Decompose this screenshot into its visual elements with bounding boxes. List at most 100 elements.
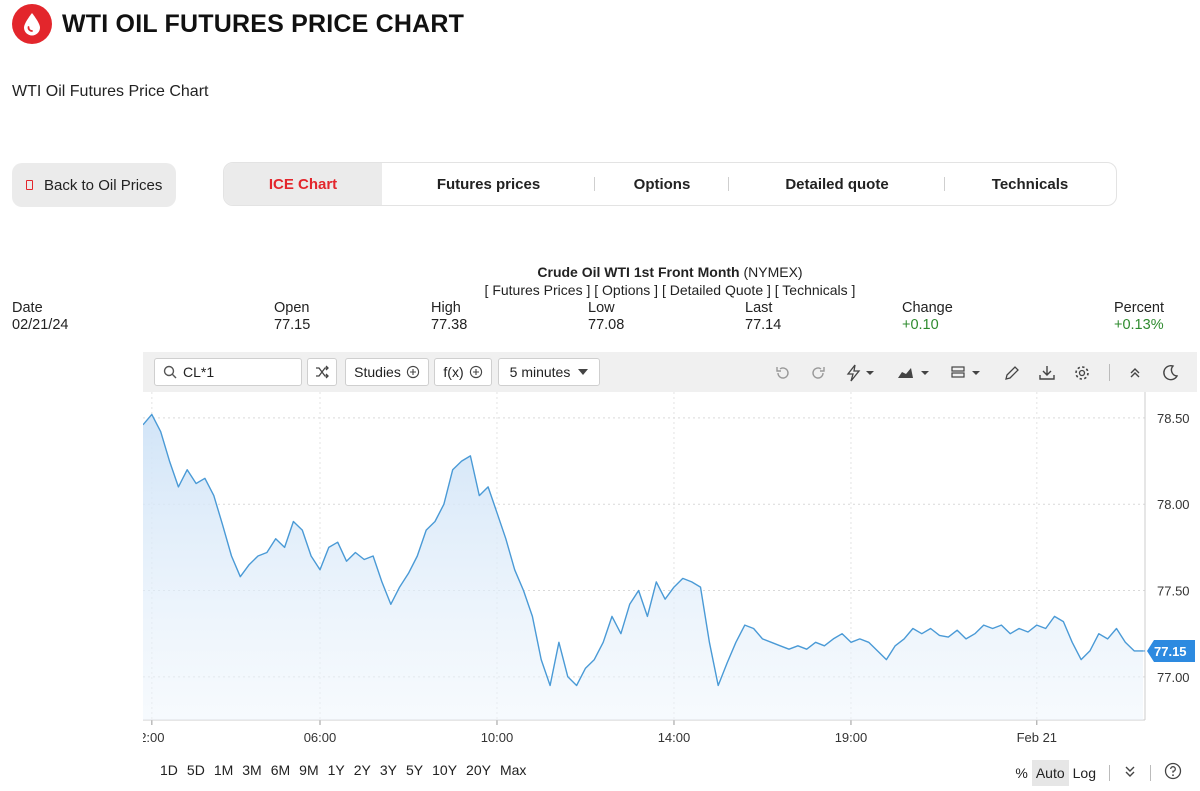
download-icon[interactable] [1036, 362, 1058, 384]
x-tick-label: 19:00 [835, 730, 868, 744]
quote-open: Open 77.15 [274, 300, 310, 334]
interval-select[interactable]: 5 minutes [498, 358, 600, 386]
tab-label: Detailed quote [785, 175, 889, 193]
undo-icon[interactable] [772, 362, 794, 384]
search-icon [163, 365, 177, 379]
quote-percent-value: +0.13% [1114, 317, 1164, 333]
range-20y[interactable]: 20Y [466, 762, 491, 778]
price-area [143, 414, 1143, 720]
tab-options[interactable]: Options [595, 163, 729, 205]
range-5y[interactable]: 5Y [406, 762, 424, 778]
quote-date: Date 02/21/24 [12, 300, 68, 334]
range-6m[interactable]: 6M [270, 762, 291, 778]
chevron-down-icon [578, 369, 589, 375]
instrument-title: Crude Oil WTI 1st Front Month (NYMEX) [0, 264, 1200, 280]
range-max[interactable]: Max [499, 762, 527, 778]
shuffle-icon [316, 365, 329, 379]
studies-label: Studies [354, 364, 401, 380]
lightning-icon[interactable] [843, 362, 879, 384]
plus-circle-icon [406, 365, 419, 379]
tab-detailed-quote[interactable]: Detailed quote [729, 163, 945, 205]
help-icon[interactable] [1160, 757, 1186, 788]
range-1m[interactable]: 1M [213, 762, 234, 778]
quote-change-value: +0.10 [902, 317, 939, 333]
scale-options: % Auto Log [1011, 757, 1186, 788]
quote-low-value: 77.08 [588, 317, 625, 333]
quote-open-value: 77.15 [274, 317, 311, 333]
range-10y[interactable]: 10Y [432, 762, 458, 778]
chart-container: Studies f(x) 5 minutes [143, 352, 1197, 744]
y-tick-label: 77.50 [1157, 584, 1190, 599]
plus-circle-icon [469, 365, 482, 379]
quote-low-label: Low [588, 300, 615, 316]
quote-last-value: 77.14 [745, 317, 782, 333]
pencil-icon[interactable] [1001, 362, 1023, 384]
studies-button[interactable]: Studies [345, 358, 429, 386]
x-tick-label: 10:00 [481, 730, 514, 744]
tab-label: Options [633, 175, 691, 193]
tab-label: Technicals [991, 175, 1069, 193]
tab-futures-prices[interactable]: Futures prices [382, 163, 595, 205]
quote-open-label: Open [274, 300, 310, 316]
symbol-input[interactable] [183, 364, 293, 380]
quote-high: High 77.38 [431, 300, 467, 334]
range-3m[interactable]: 3M [242, 762, 262, 778]
quote-date-label: Date [12, 300, 43, 316]
quote-last: Last 77.14 [745, 300, 781, 334]
scale-percent-button[interactable]: % [1015, 764, 1028, 781]
quote-links[interactable]: [ Futures Prices ] [ Options ] [ Detaile… [484, 282, 856, 298]
quote-low: Low 77.08 [588, 300, 624, 334]
range-5d[interactable]: 5D [186, 762, 205, 778]
range-3y[interactable]: 3Y [379, 762, 397, 778]
oil-drop-logo-icon [12, 4, 52, 44]
quote-date-value: 02/21/24 [12, 317, 69, 333]
range-2y[interactable]: 2Y [353, 762, 371, 778]
range-1d[interactable]: 1D [160, 762, 178, 778]
back-button-label: Back to Oil Prices [44, 176, 163, 194]
x-tick-label: 2:00 [143, 730, 165, 744]
symbol-search[interactable] [154, 358, 302, 386]
scale-divider [1150, 764, 1151, 781]
x-tick-label: 06:00 [304, 730, 337, 744]
page-header: WTI OIL FUTURES PRICE CHART [12, 4, 464, 44]
redo-icon[interactable] [807, 362, 829, 384]
quote-last-label: Last [745, 300, 773, 316]
instrument-name: Crude Oil WTI 1st Front Month [537, 264, 740, 280]
compare-button[interactable] [307, 358, 337, 386]
chart-toolbar: Studies f(x) 5 minutes [143, 352, 1197, 392]
back-icon [26, 180, 33, 190]
y-tick-label: 77.00 [1157, 670, 1190, 685]
y-tick-label: 78.00 [1157, 497, 1190, 512]
quote-percent-label: Percent [1114, 300, 1164, 316]
tab-label: ICE Chart [268, 175, 338, 193]
scale-divider [1109, 764, 1110, 781]
fx-button[interactable]: f(x) [434, 358, 492, 386]
toolbar-divider [1109, 364, 1110, 381]
back-to-oil-prices-button[interactable]: Back to Oil Prices [12, 163, 176, 207]
moon-icon[interactable] [1159, 362, 1181, 384]
instrument-exchange: (NYMEX) [743, 264, 803, 280]
y-tick-label: 78.50 [1157, 411, 1190, 426]
gear-icon[interactable] [1071, 362, 1093, 384]
quote-change-label: Change [902, 300, 953, 316]
tab-technicals[interactable]: Technicals [945, 163, 1115, 205]
tab-label: Futures prices [436, 175, 541, 193]
scale-log-button[interactable]: Log [1072, 764, 1096, 781]
price-chart[interactable]: 78.50 78.00 77.50 77.00 2:00 06:00 10:00 14:00 1… [143, 392, 1197, 744]
price-line [143, 413, 1143, 687]
quote-percent: Percent +0.13% [1114, 300, 1164, 334]
x-tick-label: 14:00 [658, 730, 691, 744]
scale-auto-button[interactable]: Auto [1031, 759, 1069, 786]
page-subtitle: WTI Oil Futures Price Chart [12, 83, 209, 100]
interval-label: 5 minutes [509, 364, 571, 380]
range-selector: 1D 5D 1M 3M 6M 9M 1Y 2Y 3Y 5Y 10Y 20Y Ma… [160, 762, 535, 778]
range-1y[interactable]: 1Y [327, 762, 345, 778]
page-title: WTI OIL FUTURES PRICE CHART [62, 9, 465, 38]
layout-icon[interactable] [949, 362, 985, 384]
collapse-icon[interactable] [1124, 362, 1146, 384]
quote-high-label: High [431, 300, 461, 316]
expand-icon[interactable] [1119, 759, 1141, 786]
tab-ice-chart[interactable]: ICE Chart [224, 163, 382, 205]
chart-type-icon[interactable] [895, 362, 933, 384]
range-9m[interactable]: 9M [299, 762, 319, 778]
